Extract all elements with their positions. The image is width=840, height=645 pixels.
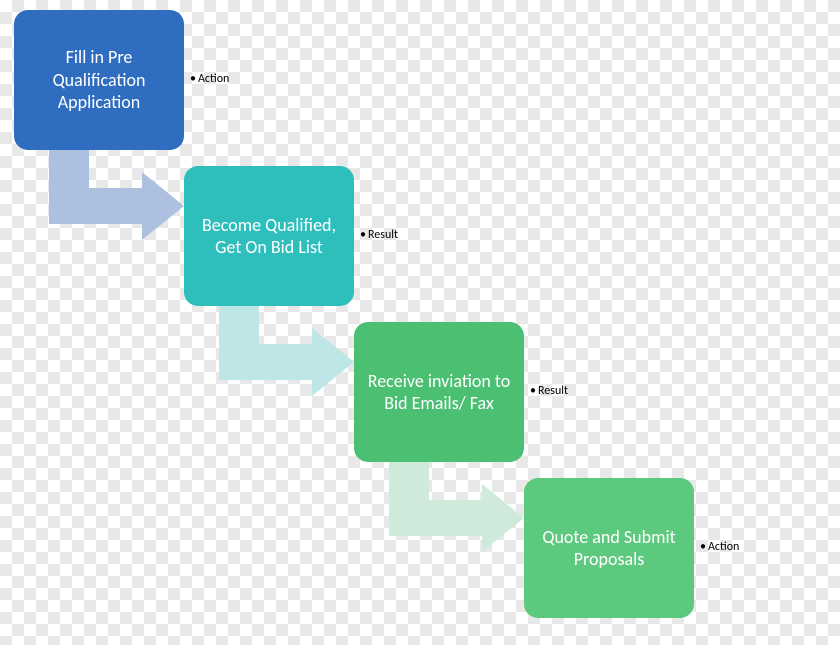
diagram-canvas: Fill in Pre Qualification Application Act…	[0, 0, 840, 645]
flow-arrow-1	[34, 150, 184, 240]
step-annotation-1: Action	[190, 72, 229, 86]
step-label: Become Qualified, Get On Bid List	[192, 214, 346, 259]
step-annotation-3: Result	[530, 384, 568, 398]
step-annotation-2: Result	[360, 228, 398, 242]
step-annotation-4: Action	[700, 540, 739, 554]
flow-arrow-3	[374, 462, 524, 552]
step-label: Quote and Submit Proposals	[532, 526, 686, 571]
step-box-3: Receive inviation to Bid Emails/ Fax	[354, 322, 524, 462]
flow-arrow-2	[204, 306, 354, 396]
step-box-2: Become Qualified, Get On Bid List	[184, 166, 354, 306]
step-label: Fill in Pre Qualification Application	[22, 46, 176, 114]
step-box-1: Fill in Pre Qualification Application	[14, 10, 184, 150]
step-box-4: Quote and Submit Proposals	[524, 478, 694, 618]
step-label: Receive inviation to Bid Emails/ Fax	[362, 370, 516, 415]
